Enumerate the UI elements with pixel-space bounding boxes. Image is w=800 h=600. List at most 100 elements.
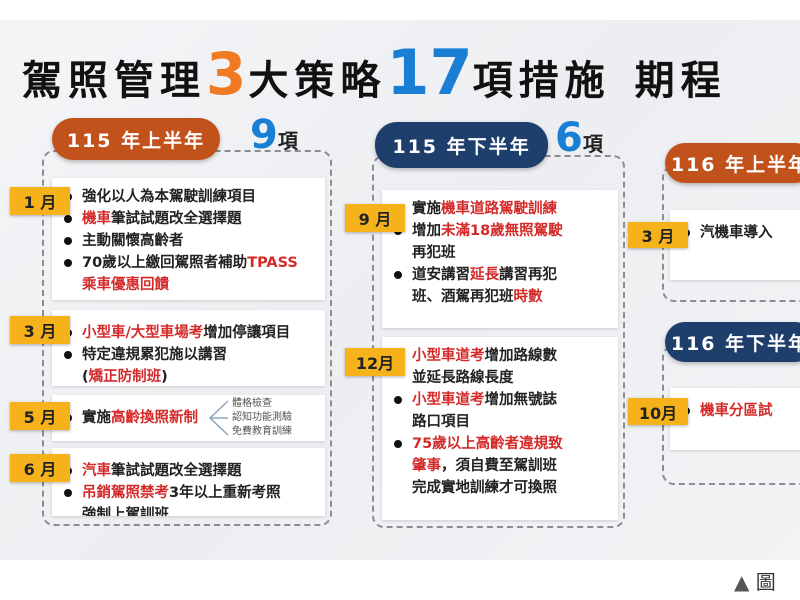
bullet-text: 增加 <box>412 223 441 239</box>
bullet-text: 實施 <box>82 410 111 426</box>
measure-count: 9項 <box>250 112 298 158</box>
sub-item: 免費教育訓練 <box>232 426 292 437</box>
bullet-text: 強化以人為本駕駛訓練項目 <box>82 189 256 205</box>
bullet-text: 特定違規累犯施以講習 <box>82 347 227 363</box>
period-label: 115 年上半年 <box>66 129 206 152</box>
bullet-item: 小型車/大型車場考增加停讓項目 <box>64 322 317 344</box>
bullet-text: 路口項目 <box>412 414 470 430</box>
count-number: 9 <box>250 112 278 158</box>
bullet-text: 增加路線數 <box>484 348 558 364</box>
bullet-item: 汽機車導入 <box>682 222 800 244</box>
measure-card: 強化以人為本駕駛訓練項目 機車筆試試題改全選擇題 主動關懷高齡者 70歲以上繳回駕照者… <box>52 178 325 300</box>
highlight-text: 小型車道考 <box>412 348 485 364</box>
highlight-text: 75歲以上高齡者違規致 <box>412 436 563 452</box>
bullet-text: 再犯班 <box>412 245 456 261</box>
month-label: 3 月 <box>628 222 688 248</box>
period-label: 116 年上半年 <box>670 153 800 176</box>
highlight-text: 乘車優惠回饋 <box>82 277 169 293</box>
bullet-item: 小型車道考增加路線數 <box>394 345 610 367</box>
highlight-text: 延長 <box>470 267 499 283</box>
bullet-text: 3年以上重新考照 <box>169 485 281 501</box>
highlight-text: 機車道路駕駛訓練 <box>441 201 557 217</box>
sub-item: 體格檢查 <box>232 398 272 409</box>
bullet-item: 班、酒駕再犯班時數 <box>412 286 610 308</box>
bullet-item: 特定違規累犯施以講習 <box>64 344 317 366</box>
month-label: 3 月 <box>10 316 70 344</box>
measure-card: 機車分區試 <box>670 388 800 450</box>
highlight-text: 未滿18歲無照駕駛 <box>441 223 563 239</box>
highlight-text: 小型車道考 <box>412 392 485 408</box>
measure-card: 汽車筆試試題改全選擇題 吊銷駕照禁考3年以上重新考照 強制上駕訓班 <box>52 448 325 516</box>
bullet-item: 實施機車道路駕駛訓練 <box>394 198 610 220</box>
highlight-text: 機車分區試 <box>700 403 773 419</box>
triangle-up-icon: ▲ <box>734 570 750 594</box>
bullet-item: 完成實地訓練才可換照 <box>412 477 610 499</box>
bullet-text: ，須自費至駕訓班 <box>441 458 557 474</box>
highlight-text: 時數 <box>513 289 543 305</box>
bullet-item: 強化以人為本駕駛訓練項目 <box>64 186 317 208</box>
bullet-item: 增加未滿18歲無照駕駛 <box>394 220 610 242</box>
branch-bracket-icon <box>208 400 229 436</box>
highlight-text: 肇事 <box>412 458 441 474</box>
bullet-text: 實施 <box>412 201 441 217</box>
photo-caption: ▲ 圖 <box>734 570 776 594</box>
month-label: 9 月 <box>345 204 405 232</box>
month-label: 6 月 <box>10 454 70 482</box>
highlight-text: 吊銷駕照禁考 <box>82 485 169 501</box>
bullet-item: 機車筆試試題改全選擇題 <box>64 208 317 230</box>
period-label: 116 年下半年 <box>670 332 800 355</box>
bullet-text: 筆試試題改全選擇題 <box>111 211 242 227</box>
bullet-text: 講習再犯 <box>499 267 557 283</box>
period-pill: 115 年下半年 <box>375 122 548 168</box>
bullet-item: 小型車道考增加無號誌 <box>394 389 610 411</box>
bullet-item: 肇事，須自費至駕訓班 <box>412 455 610 477</box>
bullet-text: 筆試試題改全選擇題 <box>111 463 242 479</box>
bullet-item: 吊銷駕照禁考3年以上重新考照 <box>64 482 317 504</box>
bullet-item: 道安講習延長講習再犯 <box>394 264 610 286</box>
measure-card: 小型車/大型車場考增加停讓項目特定違規累犯施以講習 (矯正防制班) <box>52 310 325 386</box>
highlight-text: TPASS <box>247 255 298 271</box>
period-pill: 116 年下半年 <box>665 322 800 362</box>
bullet-text: 汽機車導入 <box>700 225 773 241</box>
bullet-text: 增加無號誌 <box>484 392 558 408</box>
bullet-text: ) <box>161 369 168 385</box>
month-label: 5 月 <box>10 402 70 430</box>
bullet-item: 汽車筆試試題改全選擇題 <box>64 460 317 482</box>
bullet-item: 機車分區試 <box>682 400 800 422</box>
bullet-item: 路口項目 <box>412 411 610 433</box>
bullet-text: 增加停讓項目 <box>203 325 291 341</box>
measure-card: 小型車道考增加路線數 並延長路線長度 小型車道考增加無號誌 路口項目 75歲以上高齡者違… <box>382 337 618 520</box>
measure-card: 實施高齡換照新制 體格檢查 認知功能測驗 免費教育訓練 <box>52 395 325 441</box>
bullet-item: 再犯班 <box>412 242 610 264</box>
month-label: 10月 <box>628 398 688 425</box>
page-title: 駕照管理3大策略17項措施 期程 <box>22 36 727 109</box>
bullet-text: 並延長路線長度 <box>412 370 514 386</box>
bullet-text: 完成實地訓練才可換照 <box>412 480 557 496</box>
period-label: 115 年下半年 <box>392 135 531 158</box>
sub-items: 體格檢查認知功能測驗 免費教育訓練 <box>208 397 292 439</box>
highlight-text: 機車 <box>82 211 111 227</box>
bullet-item: 並延長路線長度 <box>412 367 610 389</box>
measure-card: 汽機車導入 <box>670 210 800 280</box>
count-unit: 項 <box>277 129 298 153</box>
bullet-text: 主動關懷高齡者 <box>82 233 184 249</box>
bullet-text: 道安講習 <box>412 267 470 283</box>
bullet-item: 主動關懷高齡者 <box>64 230 317 252</box>
bullet-text: 班、酒駕再犯班 <box>412 289 514 305</box>
month-label: 1 月 <box>10 187 70 215</box>
sub-item: 認知功能測驗 <box>232 412 292 423</box>
measure-card: 實施機車道路駕駛訓練 增加未滿18歲無照駕駛 再犯班 道安講習延長講習再犯 班、酒駕再犯… <box>382 190 618 328</box>
bullet-item: 70歲以上繳回駕照者補助TPASS <box>64 252 317 274</box>
highlight-text: 高齡換照新制 <box>111 410 198 426</box>
bullet-item: 強制上駕訓班 <box>82 504 317 516</box>
highlight-text: 矯正防制班 <box>88 369 162 385</box>
period-pill: 116 年上半年 <box>665 143 800 183</box>
bullet-item: (矯正防制班) <box>82 366 317 386</box>
period-pill: 115 年上半年 <box>52 118 220 160</box>
count-number: 6 <box>555 115 583 161</box>
highlight-text: 汽車 <box>82 463 111 479</box>
bullet-text: ( <box>82 369 89 385</box>
bullet-item: 75歲以上高齡者違規致 <box>394 433 610 455</box>
bullet-text: 70歲以上繳回駕照者補助 <box>82 255 248 271</box>
count-unit: 項 <box>582 132 603 156</box>
